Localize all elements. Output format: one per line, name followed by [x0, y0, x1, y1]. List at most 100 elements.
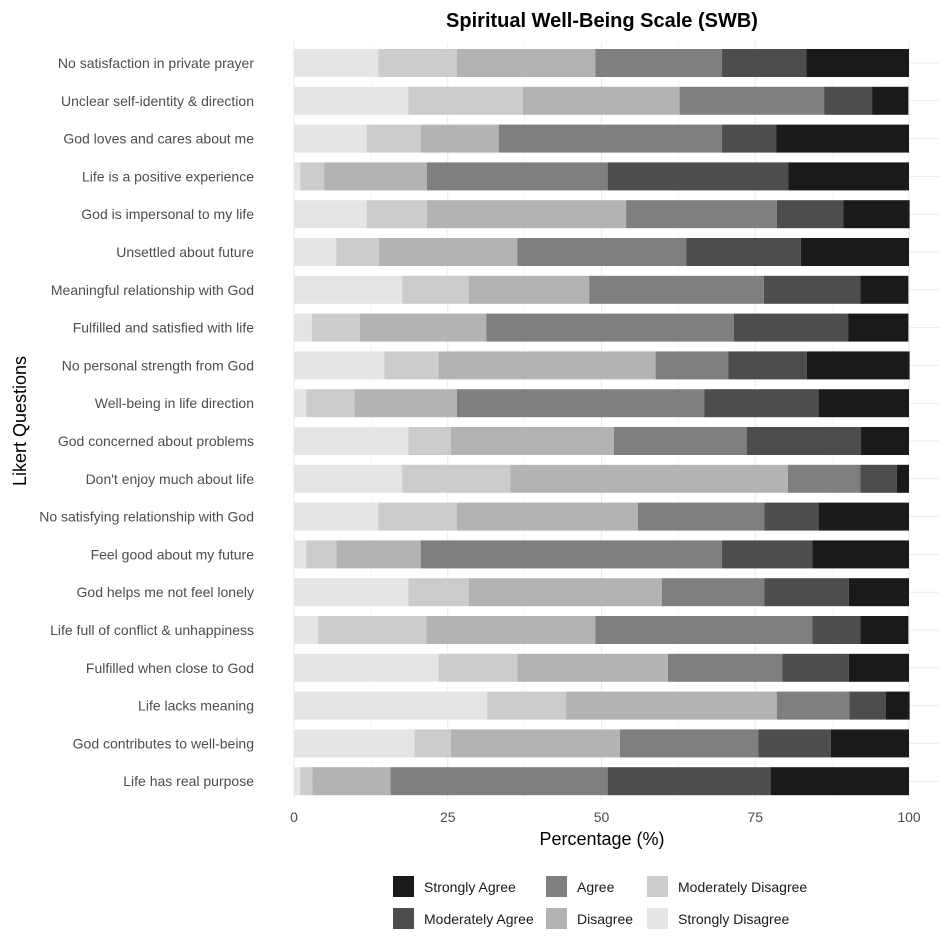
bar-segment	[366, 200, 427, 229]
bar-segment	[294, 200, 367, 229]
bar-segment	[468, 275, 590, 304]
bar-segment	[294, 502, 379, 531]
bar-segment	[450, 427, 614, 455]
x-tick-labels: 0 25 50 75 100	[290, 809, 921, 825]
bar-segment	[426, 162, 608, 191]
bar-segment	[438, 351, 656, 380]
bar-segment	[824, 86, 873, 115]
bar-segment	[408, 427, 451, 455]
bar-segment	[294, 691, 488, 720]
bar-segment	[294, 389, 307, 418]
bar-segment	[848, 653, 909, 682]
legend-item: Disagree	[546, 908, 633, 929]
bar-segment	[787, 464, 861, 493]
legend-item: Moderately Agree	[393, 908, 534, 929]
legend-swatch	[546, 876, 567, 897]
legend-item: Agree	[546, 876, 615, 897]
legend-label: Agree	[577, 879, 615, 895]
bar-segment	[336, 238, 379, 266]
bar-segment	[812, 540, 909, 569]
bar-segment	[607, 162, 789, 191]
y-category-label: No satisfying relationship with God	[39, 509, 254, 525]
bar-segment	[510, 464, 788, 493]
bar-segment	[776, 124, 909, 153]
bar-segment	[806, 351, 910, 380]
x-tick-label: 75	[747, 809, 763, 825]
x-axis-title: Percentage (%)	[539, 829, 664, 849]
bar-segment	[294, 729, 415, 758]
y-category-label: Life has real purpose	[123, 773, 254, 789]
x-tick-label: 100	[897, 809, 921, 825]
bar-segment	[294, 427, 409, 455]
bar-segment	[522, 86, 680, 115]
x-tick-label: 25	[440, 809, 456, 825]
bar-segment	[722, 540, 813, 569]
y-category-label: God contributes to well-being	[73, 735, 254, 751]
bar-segment	[830, 729, 909, 758]
bar-segment	[800, 238, 909, 266]
bar-segment	[294, 464, 403, 493]
bar-segment	[378, 238, 518, 266]
bar-segment	[456, 389, 705, 418]
x-tick-label: 0	[290, 809, 298, 825]
bar-segment	[763, 275, 861, 304]
bar-segment	[336, 540, 421, 569]
bar-segment	[860, 616, 909, 644]
bar-segment	[655, 351, 729, 380]
bar-segment	[324, 162, 427, 191]
bar-segment	[517, 653, 668, 682]
bar-segment	[667, 653, 783, 682]
bar-segment	[776, 200, 844, 229]
bar-segment	[722, 49, 807, 77]
y-category-label: Don't enjoy much about life	[86, 471, 255, 487]
bar-segment	[294, 238, 337, 266]
bar-segment	[849, 691, 886, 720]
legend-swatch	[393, 876, 414, 897]
bar-segment	[426, 200, 627, 229]
bar-segment	[758, 729, 831, 758]
bar-segment	[456, 49, 596, 77]
bar-segment	[843, 200, 910, 229]
legend-label: Disagree	[577, 911, 633, 927]
y-category-label: Well-being in life direction	[95, 395, 254, 411]
bar-segment	[306, 540, 337, 569]
legend-item: Moderately Disagree	[647, 876, 807, 897]
bar-segment	[300, 767, 313, 796]
bar-segment	[896, 464, 909, 493]
bar-segment	[294, 313, 312, 342]
bar-segment	[366, 124, 421, 153]
y-category-label: No personal strength from God	[62, 357, 254, 373]
bar-segment	[818, 502, 909, 531]
y-category-label: Life is a positive experience	[82, 168, 254, 184]
bar-segment	[359, 313, 487, 342]
bar-segment	[595, 616, 813, 644]
bar-segment	[294, 275, 403, 304]
y-axis-title: Likert Questions	[10, 356, 30, 486]
y-category-label: Feel good about my future	[91, 546, 255, 562]
legend: Strongly Agree Moderately Agree Agree Disag…	[393, 876, 807, 929]
bar-segment	[885, 691, 910, 720]
bar-segment	[294, 124, 367, 153]
bar-segment	[686, 238, 801, 266]
bar-segment	[861, 427, 909, 455]
bar-segment	[782, 653, 849, 682]
bar-segment	[679, 86, 825, 115]
bar-segment	[468, 578, 662, 607]
bar-segment	[722, 124, 777, 153]
bar-segment	[860, 464, 897, 493]
bar-segment	[384, 351, 439, 380]
bar-segment	[450, 729, 620, 758]
y-category-label: Fulfilled and satisfied with life	[73, 320, 255, 336]
bar-segment	[354, 389, 457, 418]
legend-label: Moderately Agree	[424, 911, 534, 927]
y-category-labels: No satisfaction in private prayer Unclear…	[39, 55, 254, 789]
bar-segment	[860, 275, 909, 304]
bar-segment	[420, 540, 723, 569]
legend-swatch	[647, 876, 668, 897]
bar-segment	[733, 313, 849, 342]
y-category-label: God concerned about problems	[58, 433, 254, 449]
legend-swatch	[393, 908, 414, 929]
bar-segment	[414, 729, 451, 758]
bar-segment	[613, 427, 747, 455]
bar-segment	[565, 691, 777, 720]
